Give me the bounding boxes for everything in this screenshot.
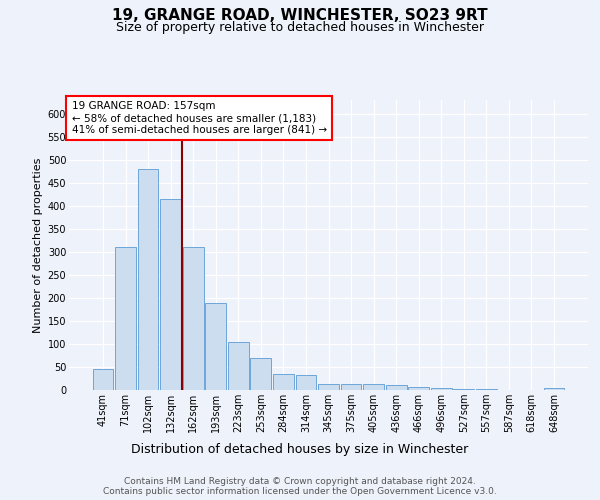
Bar	[318, 384, 339, 390]
Text: Distribution of detached houses by size in Winchester: Distribution of detached houses by size …	[131, 442, 469, 456]
Bar	[115, 248, 136, 390]
Bar	[273, 374, 294, 390]
Bar	[92, 370, 113, 390]
Text: Contains HM Land Registry data © Crown copyright and database right 2024.
Contai: Contains HM Land Registry data © Crown c…	[103, 476, 497, 496]
Bar	[386, 386, 407, 390]
Bar	[296, 376, 316, 390]
Bar	[476, 389, 497, 390]
Bar	[250, 358, 271, 390]
Bar	[454, 388, 474, 390]
Bar	[341, 384, 361, 390]
Bar	[409, 387, 429, 390]
Bar	[205, 302, 226, 390]
Bar	[544, 388, 565, 390]
Y-axis label: Number of detached properties: Number of detached properties	[34, 158, 43, 332]
Bar	[431, 388, 452, 390]
Bar	[228, 342, 248, 390]
Text: 19 GRANGE ROAD: 157sqm
← 58% of detached houses are smaller (1,183)
41% of semi-: 19 GRANGE ROAD: 157sqm ← 58% of detached…	[71, 102, 327, 134]
Text: 19, GRANGE ROAD, WINCHESTER, SO23 9RT: 19, GRANGE ROAD, WINCHESTER, SO23 9RT	[112, 8, 488, 22]
Bar	[183, 248, 203, 390]
Text: Size of property relative to detached houses in Winchester: Size of property relative to detached ho…	[116, 21, 484, 34]
Bar	[363, 384, 384, 390]
Bar	[137, 169, 158, 390]
Bar	[160, 199, 181, 390]
